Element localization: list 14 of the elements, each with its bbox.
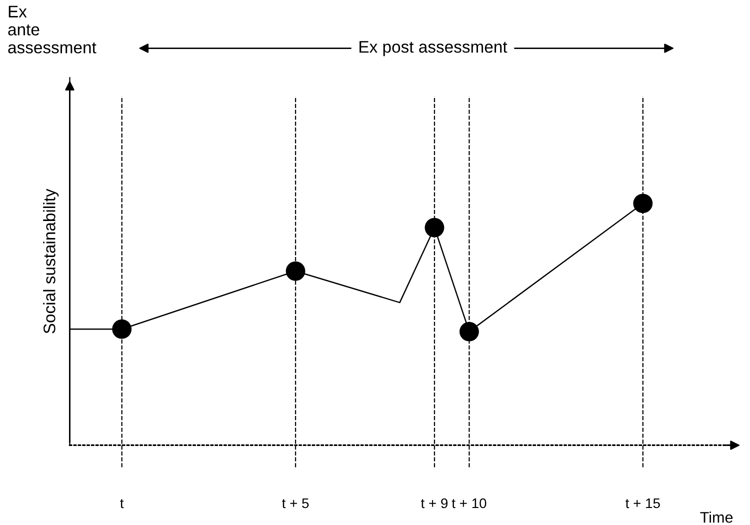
point <box>286 261 306 281</box>
x-axis-title: Time <box>700 512 733 523</box>
point <box>633 194 653 214</box>
x-tick-label: t <box>120 499 124 508</box>
x-tick-label: t + 15 <box>626 498 660 508</box>
x-tick-label: t + 9 <box>420 498 448 508</box>
y-axis-title: Social sustainability <box>43 188 59 334</box>
point <box>460 322 479 342</box>
text: Ex post assessment <box>360 41 508 56</box>
text: Ex ante assessment <box>8 6 96 54</box>
point <box>424 218 444 238</box>
point <box>112 319 132 339</box>
x-tick-label: t + 10 <box>452 498 486 508</box>
x-tick-label: t + 5 <box>282 498 309 508</box>
